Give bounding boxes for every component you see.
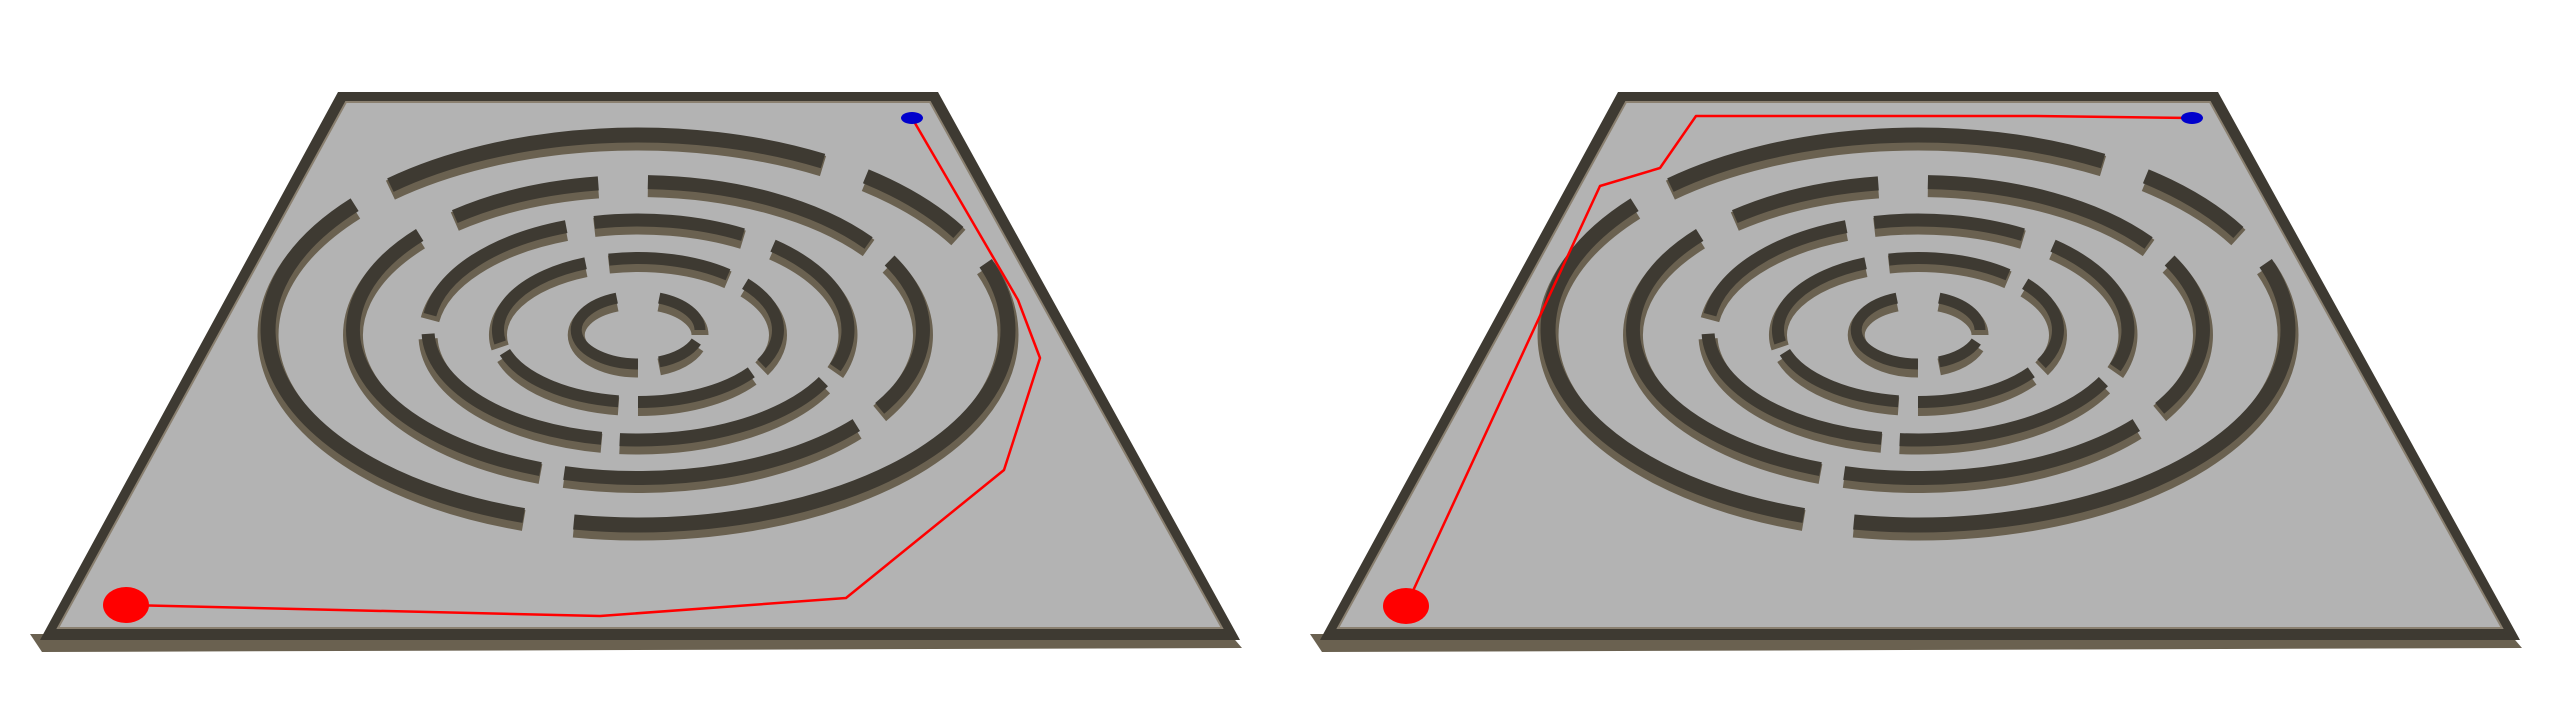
ring-wall-segment	[1703, 220, 1848, 317]
ring-wall-segment	[1927, 175, 2153, 249]
ring-wall-segment	[1873, 213, 2025, 241]
maze-floor	[1338, 102, 2502, 628]
maze-floor	[58, 102, 1222, 628]
goal-marker	[2181, 112, 2203, 124]
maze-view-right	[1310, 92, 2522, 652]
ring-wall-segment	[658, 338, 701, 368]
maze-panel-left	[30, 92, 1242, 652]
ring-wall-segment	[593, 213, 745, 241]
ring-wall-segment	[2050, 239, 2135, 372]
ring-wall-segment	[1701, 333, 1883, 445]
start-marker	[103, 587, 149, 623]
ring-wall-segment	[1667, 127, 2106, 192]
ring-wall-segment	[1626, 228, 1822, 476]
ring-wall-segment	[647, 175, 873, 249]
ring-wall-segment	[1540, 198, 1805, 523]
ring-wall-segment	[421, 333, 603, 445]
ring-wall-segment	[492, 257, 587, 345]
ring-wall-segment	[608, 252, 731, 281]
ring-wall-segment	[2155, 255, 2210, 414]
maze-view-left	[30, 92, 1242, 652]
ring-wall-segment	[1772, 257, 1867, 345]
ring-wall-segment	[423, 220, 568, 317]
maze-rings	[257, 127, 1019, 541]
ring-wall-segment	[387, 127, 826, 192]
ring-wall-segment	[499, 348, 619, 408]
ring-wall-segment	[570, 292, 639, 370]
ring-wall-segment	[573, 259, 1016, 533]
ring-wall-segment	[862, 169, 964, 239]
ring-wall-segment	[1853, 259, 2296, 533]
ring-wall-segment	[658, 292, 706, 331]
maze-panel-right	[1280, 0, 2560, 720]
left-maze	[30, 92, 1242, 652]
ring-wall-segment	[1917, 367, 2035, 408]
ring-wall-segment	[770, 239, 855, 372]
solution-path	[125, 117, 1042, 618]
maze-rings	[1537, 127, 2299, 541]
ring-wall-segment	[346, 228, 542, 476]
board-inner-edge	[56, 101, 1224, 629]
ring-wall-segment	[875, 255, 930, 414]
ring-wall-segment	[2142, 169, 2244, 239]
ring-wall-segment	[1888, 252, 2011, 281]
ring-wall-segment	[619, 376, 828, 447]
ring-wall-segment	[1732, 176, 1879, 224]
ring-wall-segment	[1850, 292, 1919, 370]
goal-marker	[901, 112, 923, 124]
ring-wall-segment	[637, 367, 755, 408]
right-maze	[1310, 92, 2522, 652]
ring-wall-segment	[742, 278, 784, 369]
ring-wall-segment	[563, 419, 860, 486]
ring-wall-segment	[1899, 376, 2108, 447]
ring-wall-segment	[1843, 419, 2140, 486]
solution-path	[1404, 114, 2193, 607]
ring-wall-segment	[260, 198, 525, 523]
board-inner-edge	[1336, 101, 2504, 629]
ring-wall-segment	[1779, 348, 1899, 408]
ring-wall-segment	[452, 176, 599, 224]
ring-wall-segment	[1938, 338, 1981, 368]
ring-wall-segment	[1938, 292, 1986, 331]
ring-wall-segment	[2022, 278, 2064, 369]
start-marker	[1383, 588, 1429, 624]
